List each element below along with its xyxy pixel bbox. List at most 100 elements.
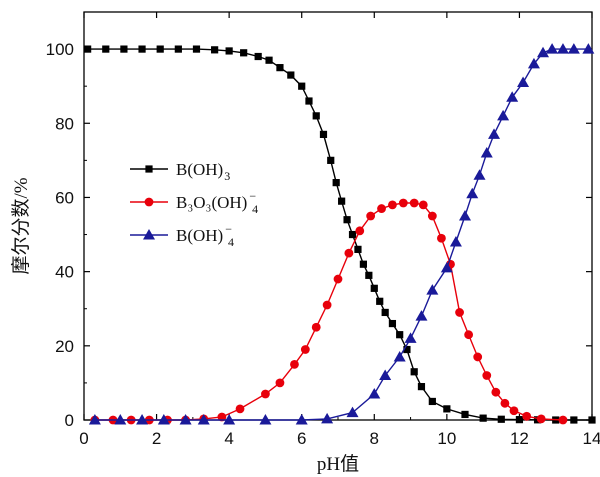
data-point xyxy=(588,416,596,424)
data-point xyxy=(527,57,540,69)
y-tick-label: 20 xyxy=(55,337,74,356)
data-point xyxy=(480,146,493,158)
plot-frame xyxy=(83,11,593,421)
data-point xyxy=(102,45,110,53)
data-point xyxy=(348,230,357,239)
data-point xyxy=(393,350,406,362)
data-point xyxy=(355,226,365,236)
data-point xyxy=(388,200,397,210)
data-point xyxy=(211,46,219,54)
data-point xyxy=(506,91,519,102)
data-point xyxy=(403,345,411,354)
data-point xyxy=(491,387,501,397)
data-point xyxy=(582,43,595,54)
data-point xyxy=(312,112,320,120)
data-point xyxy=(327,156,335,164)
data-point xyxy=(300,345,310,354)
data-point xyxy=(235,404,245,414)
data-point xyxy=(488,128,501,139)
data-point xyxy=(254,52,262,61)
y-tick-label: 60 xyxy=(55,188,74,207)
data-point xyxy=(259,414,272,425)
data-point xyxy=(449,235,462,247)
data-point xyxy=(509,406,519,416)
data-point xyxy=(343,216,351,224)
data-point xyxy=(192,45,201,53)
legend-label: B(OH)3 xyxy=(176,160,230,183)
legend-marker xyxy=(145,165,153,173)
data-point xyxy=(379,369,392,380)
ticks: 0 2 4 6 8 10 12 14 0 20 40 60 80 100 xyxy=(46,11,600,448)
data-point xyxy=(88,414,101,425)
data-point xyxy=(344,248,354,258)
data-point xyxy=(426,284,439,295)
data-point xyxy=(332,179,340,187)
data-point xyxy=(276,64,284,72)
data-point xyxy=(197,414,210,425)
data-point xyxy=(427,211,437,221)
legend-marker xyxy=(143,229,155,240)
data-point xyxy=(418,200,428,210)
data-point xyxy=(515,416,524,424)
data-point xyxy=(415,310,428,321)
data-point xyxy=(473,352,483,362)
data-point xyxy=(522,411,532,421)
legend-item: B(OH)3 xyxy=(130,160,230,183)
legend-marker xyxy=(144,197,154,207)
data-point xyxy=(567,43,580,54)
data-point xyxy=(287,71,295,79)
series-layer xyxy=(84,43,596,425)
data-point xyxy=(365,271,373,279)
data-point xyxy=(240,49,248,57)
data-point xyxy=(464,330,474,340)
x-axis-label: pH值 xyxy=(317,453,359,475)
data-point xyxy=(174,45,182,53)
legend-item: B₃O₃(OH) −4 xyxy=(130,189,258,216)
data-point xyxy=(321,412,334,424)
data-point xyxy=(359,260,367,268)
data-point xyxy=(265,56,273,64)
data-point xyxy=(138,45,146,53)
y-tick-label: 80 xyxy=(55,114,74,133)
data-point xyxy=(500,398,510,408)
data-point xyxy=(338,197,346,205)
x-tick-label: 6 xyxy=(297,429,306,448)
data-point xyxy=(261,389,270,399)
data-point xyxy=(381,308,389,317)
series-2 xyxy=(90,198,568,425)
y-tick-label: 0 xyxy=(65,411,74,430)
data-point xyxy=(409,198,419,208)
data-point xyxy=(377,204,386,213)
series-line xyxy=(94,48,589,421)
data-point xyxy=(558,415,568,425)
data-point xyxy=(466,187,479,199)
legend-label: B(OH) −4 xyxy=(176,222,234,249)
data-point xyxy=(120,45,128,53)
data-point xyxy=(459,210,471,221)
data-point xyxy=(437,233,446,243)
x-tick-label: 12 xyxy=(510,429,529,448)
data-point xyxy=(275,378,285,388)
legend: B(OH)3 B₃O₃(OH) −4 B(OH) −4 xyxy=(130,160,258,249)
data-point xyxy=(398,198,408,208)
data-point xyxy=(376,297,384,305)
data-point xyxy=(311,322,321,332)
legend-label: B₃O₃(OH) −4 xyxy=(176,189,258,216)
data-point xyxy=(354,245,362,253)
data-point xyxy=(482,371,492,380)
data-point xyxy=(156,45,164,53)
data-point xyxy=(179,414,192,425)
data-point xyxy=(440,261,453,273)
x-tick-label: 14 xyxy=(583,429,600,448)
data-point xyxy=(473,169,486,180)
data-point xyxy=(322,300,332,310)
data-point xyxy=(136,414,149,425)
x-tick-label: 4 xyxy=(224,429,233,448)
data-point xyxy=(404,332,417,343)
data-point xyxy=(298,82,306,90)
data-point xyxy=(370,284,378,292)
data-point xyxy=(497,109,510,121)
data-point xyxy=(536,414,546,424)
data-point xyxy=(455,308,464,317)
